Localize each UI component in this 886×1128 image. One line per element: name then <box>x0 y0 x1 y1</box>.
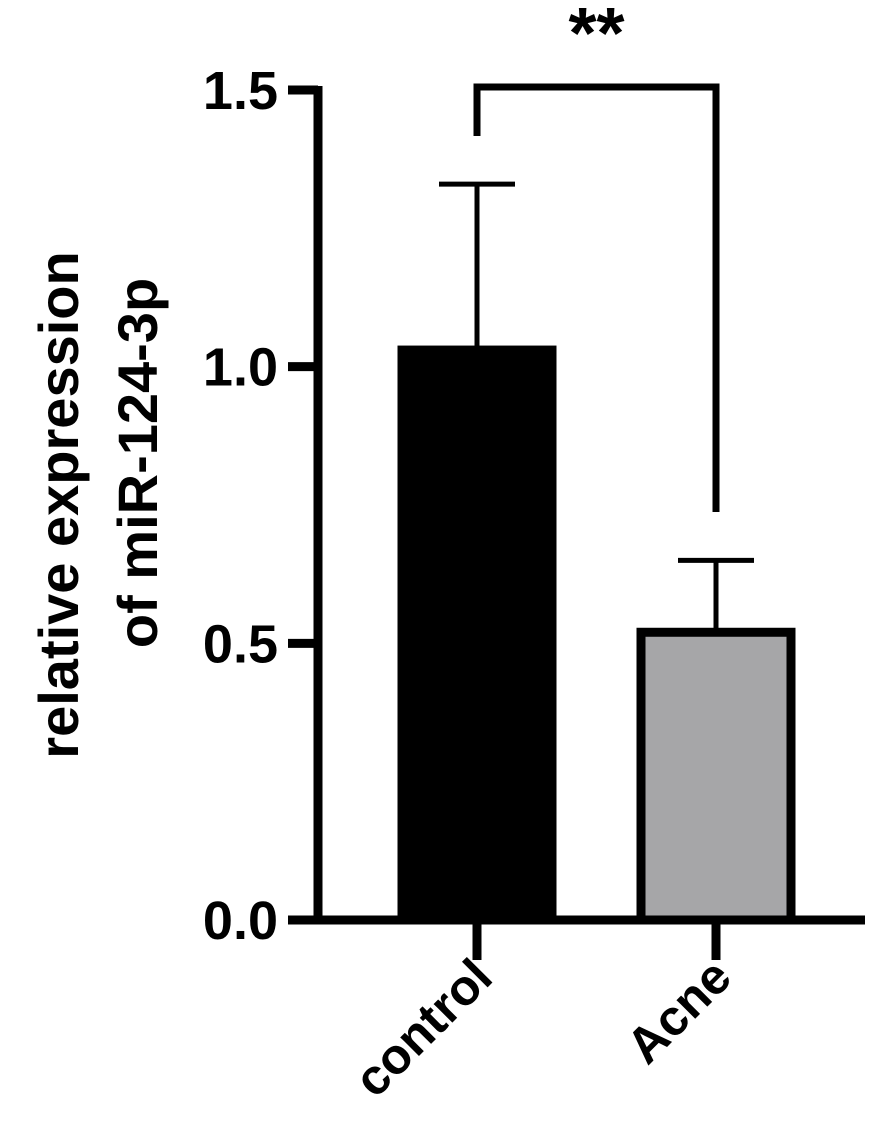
y-tick-label: 0.0 <box>203 891 278 951</box>
bar-acne <box>636 627 796 925</box>
y-tick-label: 1.5 <box>203 61 278 121</box>
y-tick-label: 0.5 <box>203 614 278 674</box>
plot-area: 0.0 0.5 1.0 1.5 control Acne ** <box>203 0 865 1108</box>
significance-bracket <box>473 83 720 512</box>
bar-control <box>397 345 557 925</box>
y-axis-title-line-2: of miR-124-3p <box>106 278 169 648</box>
significance-label: ** <box>568 0 624 74</box>
y-tick-label: 1.0 <box>203 338 278 398</box>
x-tick-label-control: control <box>343 948 502 1107</box>
x-tick-label-acne: Acne <box>616 948 742 1074</box>
y-axis-title-line-1: relative expression <box>27 251 90 758</box>
